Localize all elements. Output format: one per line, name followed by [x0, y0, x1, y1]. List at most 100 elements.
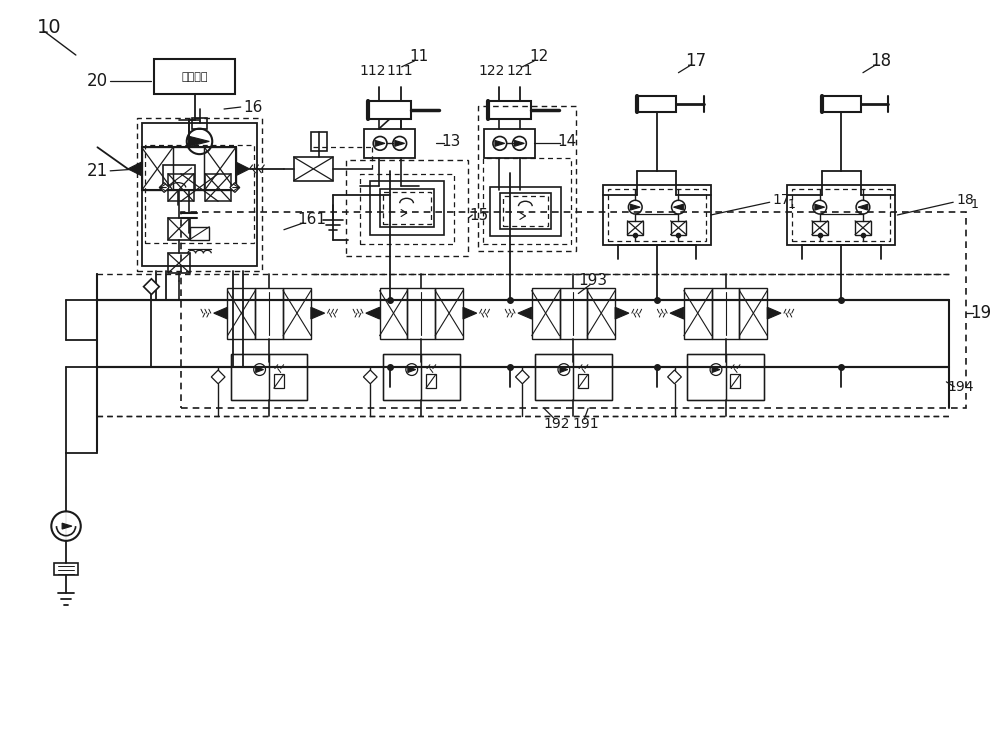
- Polygon shape: [256, 367, 264, 373]
- Text: 1: 1: [787, 198, 795, 211]
- Polygon shape: [128, 162, 142, 176]
- Bar: [421, 354, 460, 400]
- Polygon shape: [560, 367, 568, 373]
- Text: 18: 18: [956, 193, 974, 207]
- Bar: [822, 96, 861, 112]
- Polygon shape: [674, 204, 683, 210]
- Bar: [227, 288, 255, 338]
- Text: 191: 191: [573, 417, 599, 431]
- Text: 17: 17: [686, 52, 707, 70]
- Bar: [380, 190, 434, 227]
- Bar: [532, 288, 560, 338]
- Bar: [488, 101, 531, 119]
- Bar: [168, 174, 194, 201]
- Bar: [204, 147, 236, 190]
- Polygon shape: [630, 204, 640, 210]
- Text: 16: 16: [244, 99, 263, 114]
- Polygon shape: [144, 279, 159, 294]
- Polygon shape: [214, 307, 227, 319]
- Bar: [535, 354, 573, 400]
- Bar: [573, 354, 612, 400]
- Bar: [578, 374, 588, 388]
- Text: 1: 1: [971, 198, 979, 211]
- Text: 11: 11: [410, 49, 429, 64]
- Polygon shape: [190, 137, 209, 146]
- Bar: [274, 374, 284, 388]
- Bar: [500, 193, 551, 229]
- Bar: [163, 165, 195, 190]
- Bar: [603, 185, 711, 246]
- Bar: [168, 218, 190, 240]
- Bar: [383, 354, 460, 400]
- Bar: [154, 59, 235, 94]
- Bar: [587, 288, 615, 338]
- Bar: [687, 354, 726, 400]
- Text: 17: 17: [773, 193, 790, 207]
- Bar: [726, 354, 764, 400]
- Bar: [231, 354, 269, 400]
- Polygon shape: [515, 140, 524, 146]
- Bar: [712, 288, 739, 338]
- Text: 12: 12: [529, 49, 549, 64]
- Bar: [364, 128, 415, 158]
- Bar: [407, 288, 435, 338]
- Bar: [168, 253, 190, 273]
- Bar: [231, 354, 307, 400]
- Bar: [145, 146, 254, 244]
- Bar: [687, 354, 764, 400]
- Text: 14: 14: [557, 134, 576, 149]
- Bar: [608, 190, 706, 241]
- Bar: [368, 101, 411, 119]
- Bar: [370, 181, 444, 235]
- Polygon shape: [366, 307, 380, 319]
- Bar: [478, 106, 576, 251]
- Polygon shape: [311, 307, 325, 319]
- Bar: [173, 147, 204, 190]
- Polygon shape: [615, 307, 629, 319]
- Bar: [560, 288, 587, 338]
- Text: 111: 111: [386, 63, 413, 78]
- Polygon shape: [712, 367, 720, 373]
- Bar: [181, 212, 966, 409]
- Bar: [684, 288, 712, 338]
- Polygon shape: [858, 204, 868, 210]
- Polygon shape: [516, 370, 529, 384]
- Text: 18: 18: [870, 52, 891, 70]
- Polygon shape: [363, 370, 377, 384]
- Polygon shape: [159, 182, 169, 193]
- Text: 122: 122: [479, 63, 505, 78]
- Bar: [383, 193, 431, 224]
- Bar: [192, 118, 207, 128]
- Polygon shape: [211, 370, 225, 384]
- Bar: [855, 221, 871, 235]
- Bar: [535, 354, 612, 400]
- Bar: [190, 227, 209, 240]
- Polygon shape: [395, 140, 405, 146]
- Polygon shape: [408, 367, 416, 373]
- Text: 15: 15: [470, 208, 489, 223]
- Bar: [739, 288, 767, 338]
- Bar: [490, 187, 561, 235]
- Bar: [483, 158, 571, 244]
- Polygon shape: [668, 370, 681, 384]
- Text: 192: 192: [543, 417, 570, 431]
- Polygon shape: [236, 162, 250, 176]
- Text: 19: 19: [970, 304, 991, 322]
- Text: 21: 21: [87, 162, 108, 180]
- Bar: [360, 174, 454, 244]
- Text: 121: 121: [506, 63, 533, 78]
- Bar: [142, 147, 236, 190]
- Bar: [435, 288, 463, 338]
- Bar: [294, 157, 333, 181]
- Text: 13: 13: [441, 134, 460, 149]
- Polygon shape: [375, 140, 385, 146]
- Bar: [637, 96, 676, 112]
- Polygon shape: [518, 307, 532, 319]
- Bar: [380, 288, 407, 338]
- Bar: [142, 123, 257, 266]
- Bar: [137, 118, 262, 271]
- Polygon shape: [767, 307, 781, 319]
- Bar: [671, 221, 686, 235]
- Text: 112: 112: [359, 63, 385, 78]
- Bar: [205, 174, 231, 201]
